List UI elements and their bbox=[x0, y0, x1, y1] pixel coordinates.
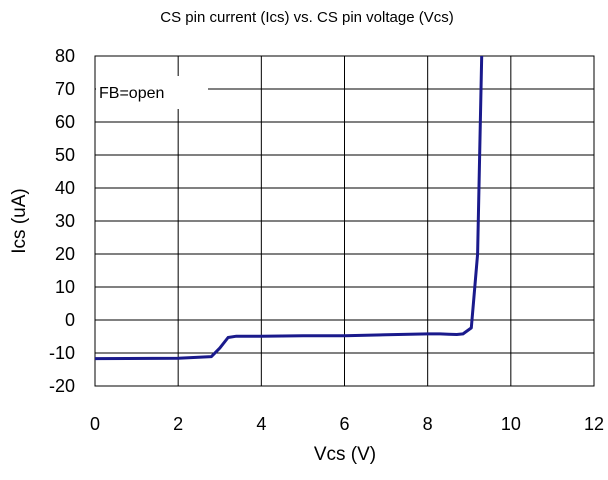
y-tick-label: 80 bbox=[55, 46, 75, 66]
y-tick-label: 40 bbox=[55, 178, 75, 198]
y-tick-label: 50 bbox=[55, 145, 75, 165]
y-tick-label: 30 bbox=[55, 211, 75, 231]
chart-title: CS pin current (Ics) vs. CS pin voltage … bbox=[160, 9, 453, 26]
x-tick-label: 2 bbox=[173, 414, 183, 434]
plot-frame bbox=[94, 55, 595, 387]
annotation-text: FB=open bbox=[99, 85, 164, 102]
y-tick-label: 60 bbox=[55, 112, 75, 132]
x-tick-label: 12 bbox=[584, 414, 604, 434]
y-tick-label: -10 bbox=[49, 343, 75, 363]
series-line bbox=[95, 56, 484, 361]
y-tick-label: 10 bbox=[55, 277, 75, 297]
x-tick-label: 0 bbox=[90, 414, 100, 434]
x-tick-labels: 0 2 4 6 8 10 12 bbox=[90, 414, 604, 434]
y-tick-label: -20 bbox=[49, 376, 75, 396]
y-tick-label: 70 bbox=[55, 79, 75, 99]
x-tick-label: 10 bbox=[501, 414, 521, 434]
series bbox=[95, 56, 484, 361]
x-tick-label: 6 bbox=[339, 414, 349, 434]
x-tick-label: 4 bbox=[256, 414, 266, 434]
annotation-box: FB=open bbox=[96, 76, 208, 109]
x-axis-label: Vcs (V) bbox=[314, 444, 376, 465]
x-tick-label: 8 bbox=[423, 414, 433, 434]
y-tick-labels: 80 70 60 50 40 30 20 10 0 -10 -20 bbox=[49, 46, 75, 396]
y-axis-label: Ics (uA) bbox=[9, 188, 30, 253]
y-tick-label: 0 bbox=[65, 310, 75, 330]
y-tick-label: 20 bbox=[55, 244, 75, 264]
